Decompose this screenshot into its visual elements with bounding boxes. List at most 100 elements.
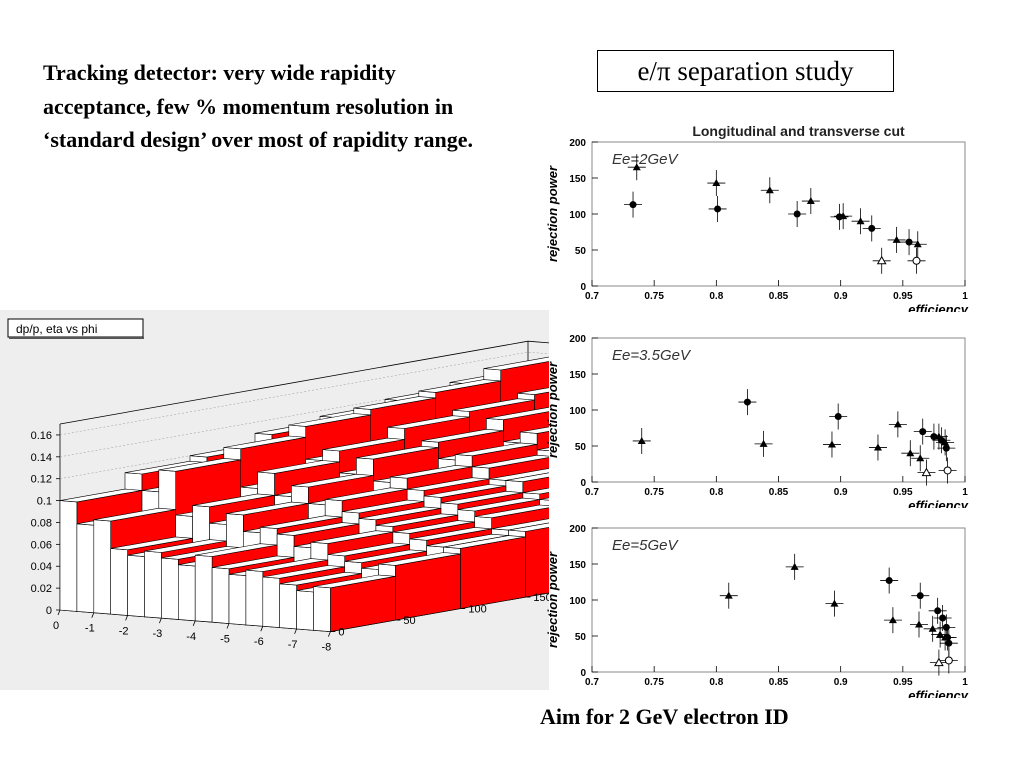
lego-bar-top (288, 413, 371, 427)
eff-x-tick-label: 0.9 (834, 487, 848, 498)
lego-bar-top (262, 565, 345, 579)
lego-bar-top (356, 445, 439, 460)
eff-y-tick-label: 200 (569, 334, 586, 345)
lego-y-tick-label: 50 (403, 615, 415, 627)
eff-point-triangle (914, 620, 923, 628)
lego-bar-top (353, 396, 436, 410)
eff-point-circle (942, 623, 950, 631)
lego-z-tick-label: 0.12 (31, 474, 52, 486)
eff-point-circle (919, 428, 927, 436)
lego-bar-top (418, 379, 501, 393)
lego-bar-front (313, 586, 331, 632)
eff-point-circle (905, 238, 913, 246)
lego-bar-top (223, 435, 306, 450)
eff-point-circle (834, 412, 842, 420)
separation-study-title: e/π separation study (597, 50, 894, 92)
lego-bar-top (443, 535, 526, 549)
lego-bar-top (520, 426, 549, 434)
eff-y-axis-label: rejection power (545, 551, 560, 648)
lego-bar-top (378, 552, 461, 566)
eff-x-tick-label: 0.75 (644, 487, 664, 498)
eff-point-triangle (888, 616, 897, 624)
lego-x-tick (260, 626, 264, 632)
eff-y-tick-label: 100 (569, 210, 586, 221)
eff-y-tick-label: 50 (575, 632, 587, 643)
eff-point-circle (868, 224, 876, 232)
lego-plot: dp/p, eta vs phi 0 0.02 0.04 0.06 0.08 0.1 0.12… (0, 310, 549, 690)
intro-text: Tracking detector: very wide rapidity ac… (43, 60, 474, 152)
lego-x-tick (192, 620, 196, 626)
lego-bar-top (226, 501, 309, 516)
lego-x-tick (328, 631, 331, 637)
lego-bar-top (260, 515, 343, 529)
lego-z-tick-label: 0 (46, 605, 52, 617)
lego-bar-top (144, 539, 227, 553)
eff-point-open-triangle (934, 657, 944, 667)
eff-point-open-circle (944, 656, 953, 665)
eff-point-triangle (765, 186, 774, 194)
lego-bar-front (144, 550, 162, 619)
eff-point-circle (944, 633, 952, 641)
lego-z-tick-label: 0.14 (31, 452, 52, 464)
lego-bar-top (358, 506, 441, 521)
eff-point-circle (629, 201, 637, 209)
eff-point-triangle (928, 624, 937, 632)
lego-bar-top (488, 468, 549, 481)
lego-y-tick-label: 150 (533, 592, 549, 604)
eff-y-tick-label: 100 (569, 596, 586, 607)
eff-point-triangle (916, 454, 925, 462)
lego-bar-top (59, 488, 142, 503)
eff-x-tick-label: 0.85 (769, 487, 789, 498)
eff-point-circle (945, 639, 953, 647)
lego-bar-top (474, 504, 549, 519)
lego-x-tick-label: -7 (288, 639, 298, 651)
eff-point-triangle (759, 439, 768, 447)
lego-x-tick (294, 628, 297, 635)
lego-bar-top (212, 555, 295, 570)
eff-x-axis-label: efficiency (908, 498, 969, 508)
lego-x-tick-label: -8 (322, 642, 332, 654)
eff-point-circle (930, 433, 938, 441)
lego-bar-top (192, 493, 275, 508)
lego-bar-top (291, 473, 374, 488)
lego-bar-top (517, 387, 549, 395)
lego-bar-top (423, 484, 506, 498)
lego-x-tick-label: -2 (119, 625, 129, 637)
lego-bar-front (76, 523, 95, 614)
eff-x-tick-label: 0.95 (893, 677, 913, 688)
efficiency-plot-2gev: Longitudinal and transverse cut Ee=2GeV 0 5… (545, 123, 969, 312)
eff-point-triangle (632, 163, 641, 171)
eff-y-tick-label: 150 (569, 560, 586, 571)
lego-x-tick (125, 615, 128, 621)
eff-y-tick-label: 0 (580, 282, 586, 293)
lego-bar-top (539, 497, 549, 501)
lego-bar-top (486, 407, 549, 421)
eff-x-tick-label: 0.75 (644, 291, 664, 302)
eff-point-triangle (637, 436, 646, 444)
eff-y-tick-label: 200 (569, 138, 586, 149)
eff-frame (591, 337, 966, 483)
eff-x-tick-label: 0.8 (709, 677, 723, 688)
lego-x-tick-label: -1 (85, 623, 95, 635)
lego-bar-front (110, 548, 128, 616)
lego-x-tick-label: -5 (220, 634, 230, 646)
eff-x-axis-label: efficiency (908, 688, 969, 698)
efficiency-plot-5gev: Ee=5GeV 0 50 100 150 200 0.7 0.75 0.8 0.85 0.9 0.95… (545, 524, 969, 698)
eff-x-tick-label: 1 (962, 677, 968, 688)
lego-x-tick-label: -6 (254, 636, 264, 648)
eff-point-triangle (830, 599, 839, 607)
eff-point-open-circle (912, 256, 921, 265)
lego-bar-top (344, 549, 427, 564)
lego-bar-top (158, 458, 241, 472)
eff-point-circle (939, 614, 947, 622)
lego-bar-top (313, 574, 396, 589)
lego-bar-top (390, 465, 473, 479)
eff-x-tick-label: 0.7 (585, 487, 599, 498)
lego-bar-front (245, 569, 264, 627)
lego-bar-front (296, 590, 314, 631)
lego-bar-front (127, 554, 145, 618)
lego-bar-front (59, 500, 78, 612)
eff-point-circle (885, 577, 893, 585)
eff-y-tick-label: 0 (580, 478, 586, 489)
eff-point-triangle (941, 438, 950, 446)
